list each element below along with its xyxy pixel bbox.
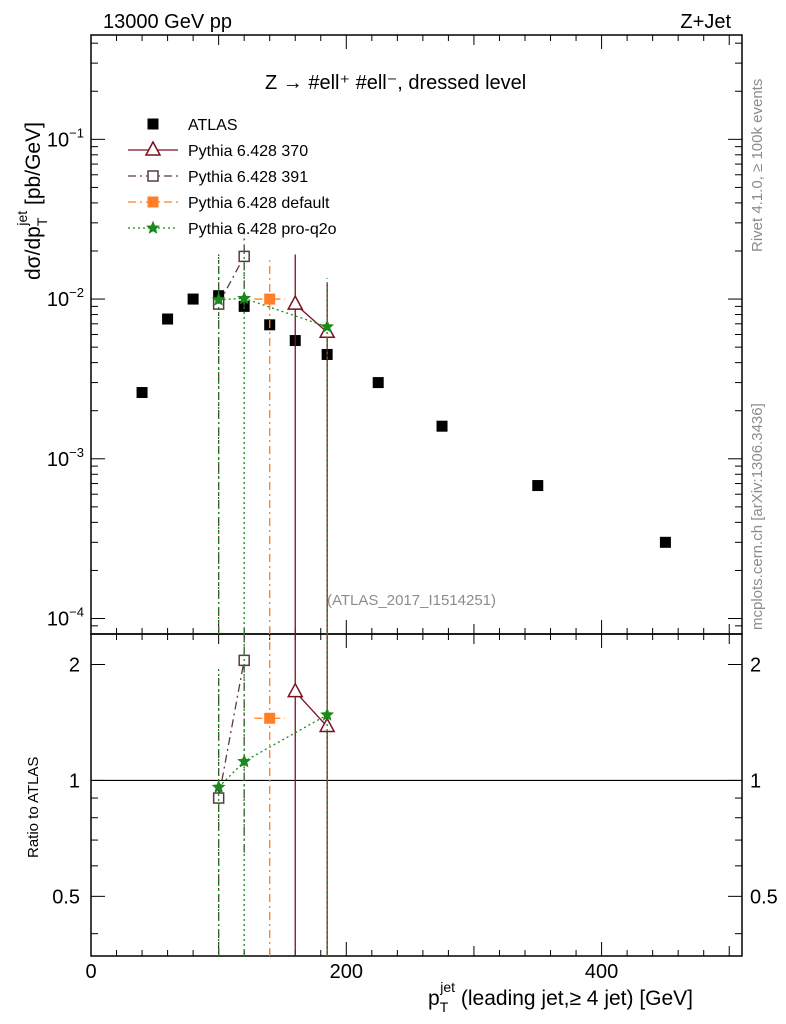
series-line xyxy=(218,660,245,799)
data-point xyxy=(238,250,250,263)
series-line xyxy=(294,691,328,727)
legend: ATLAS Pythia 6.428 370 Pythia 6.428 391 Pyt… xyxy=(128,117,337,238)
svg-text:pTjet (leading jet,≥ 4 jet) [G: pTjet (leading jet,≥ 4 jet) [GeV] xyxy=(428,979,693,1015)
y-tick-label-ratio: 2 xyxy=(69,654,80,676)
legend-entry: Pythia 6.428 pro-q2o xyxy=(128,220,337,238)
data-point xyxy=(372,377,384,389)
legend-entry: ATLAS xyxy=(147,117,238,134)
legend-label: ATLAS xyxy=(188,117,238,134)
legend-label: Pythia 6.428 pro-q2o xyxy=(188,221,337,238)
y-tick-label-ratio-right: 2 xyxy=(750,654,761,676)
legend-label: Pythia 6.428 default xyxy=(188,195,330,212)
data-series xyxy=(136,230,671,956)
x-tick-label: 200 xyxy=(330,961,363,983)
side-text-rivet: Rivet 4.1.0, ≥ 100k events xyxy=(749,79,766,252)
data-point xyxy=(320,319,335,333)
svg-text:dσ/dpTjet [pb/GeV]: dσ/dpTjet [pb/GeV] xyxy=(14,122,50,280)
y-tick-label-ratio: 1 xyxy=(69,770,80,792)
series-pythia-6-428-default xyxy=(254,260,286,634)
data-point xyxy=(264,293,276,305)
data-point xyxy=(436,420,448,432)
series-pythia-6-428-pro-q2o xyxy=(211,634,335,956)
analysis-id: (ATLAS_2017_I1514251) xyxy=(327,592,496,609)
y-tick-label-main: 10−2 xyxy=(47,285,84,311)
y-tick-label-ratio: 0.5 xyxy=(52,886,80,908)
data-point xyxy=(212,792,225,804)
series-atlas xyxy=(136,290,671,548)
side-text-mcplots: mcplots.cern.ch [arXiv:1306.3436] xyxy=(749,403,766,630)
ratio-plot-frame xyxy=(90,633,743,957)
data-point xyxy=(211,292,226,306)
legend-entry: Pythia 6.428 370 xyxy=(128,140,308,160)
data-point xyxy=(147,170,159,182)
series-line xyxy=(218,714,328,788)
legend-entry: Pythia 6.428 391 xyxy=(128,169,308,186)
data-point xyxy=(659,536,671,548)
legend-entry: Pythia 6.428 default xyxy=(128,195,330,212)
data-point xyxy=(286,682,304,698)
data-point xyxy=(146,220,160,234)
y-tick-label-main: 10−4 xyxy=(47,605,84,631)
data-point xyxy=(147,196,159,208)
y-tick-label-ratio-right: 0.5 xyxy=(750,886,778,908)
data-point xyxy=(532,480,544,492)
data-point xyxy=(264,712,276,724)
y-tick-label-main: 10−1 xyxy=(47,125,84,151)
y-axis-label-ratio: Ratio to ATLAS xyxy=(25,757,42,858)
data-point xyxy=(211,779,226,794)
data-point xyxy=(144,140,162,156)
series-pythia-6-428-370 xyxy=(286,634,336,956)
header-right: Z+Jet xyxy=(680,11,731,33)
data-point xyxy=(286,294,304,310)
legend-label: Pythia 6.428 370 xyxy=(188,143,308,160)
y-axis-label-main: dσ/dpTjet [pb/GeV] xyxy=(14,122,50,280)
data-point xyxy=(237,291,252,305)
axes: 0 200 400 10−4 10−3 10−2 10−1 0.5 0.5 1 1 2 2 xyxy=(47,35,778,983)
legend-label: Pythia 6.428 391 xyxy=(188,169,308,186)
y-tick-label-main: 10−3 xyxy=(47,445,84,471)
x-tick-label: 400 xyxy=(585,961,618,983)
data-point xyxy=(147,118,159,130)
data-point xyxy=(237,754,252,768)
x-tick-label: 0 xyxy=(85,961,96,983)
x-axis-label: pTjet (leading jet,≥ 4 jet) [GeV] xyxy=(428,979,693,1015)
data-point xyxy=(320,707,335,721)
y-tick-label-ratio-right: 1 xyxy=(750,770,761,792)
data-point xyxy=(136,387,148,399)
series-pythia-6-428-default xyxy=(254,634,286,956)
header-left: 13000 GeV pp xyxy=(103,11,232,33)
series-pythia-6-428-pro-q2o xyxy=(211,247,335,634)
data-point xyxy=(162,313,174,325)
data-point xyxy=(187,293,199,305)
chart-title: Z → #ell⁺ #ell⁻, dressed level xyxy=(265,72,526,94)
